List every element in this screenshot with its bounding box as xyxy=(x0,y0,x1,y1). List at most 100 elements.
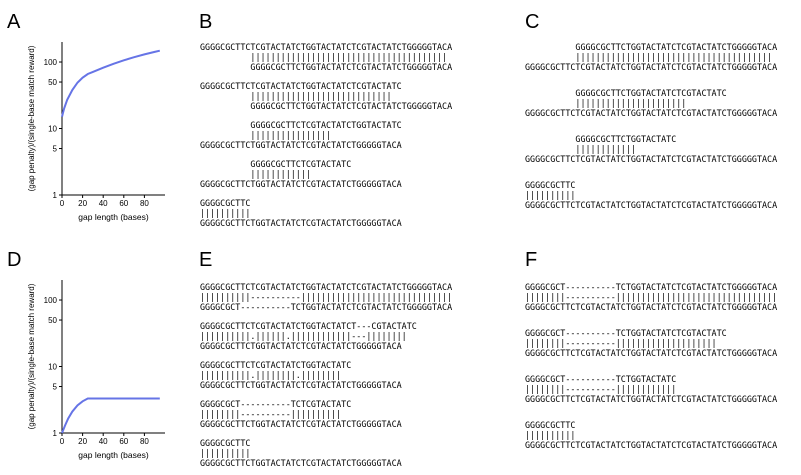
alignment-line: GGGGCGCT----------TCTGGTACTATCTCGTACTATC… xyxy=(200,302,453,312)
alignment-line: GGGGCGCTTCTGGTACTATCTCGTACTATC xyxy=(525,88,727,98)
alignment-line: GGGGCGCTTCTGGTACTATC xyxy=(525,134,677,144)
panel-label-f: F xyxy=(525,249,538,271)
x-tick-label-d: 0 xyxy=(60,437,65,446)
alignment-line: GGGGCGCTTCTGGTACTATCTCGTACTATCTGGGGGTACA xyxy=(200,419,402,429)
alignment-line: GGGGCGCTTCTCGTACTATCTGGTACTATCTCGTACTATC… xyxy=(525,440,778,450)
alignment-line: GGGGCGCTTCTGGTACTATCTCGTACTATCTGGGGGTACA xyxy=(200,101,453,111)
alignment-line: GGGGCGCTTCTGGTACTATCTCGTACTATCTGGGGGTACA xyxy=(200,458,402,468)
y-tick-label-d: 5 xyxy=(53,383,58,392)
alignment-line: GGGGCGCT----------TCTGGTACTATCTCGTACTATC xyxy=(525,328,727,338)
x-tick-label-d: 60 xyxy=(119,437,128,446)
alignment-block: GGGGCGCTTCTCGTACTATC |||||||||||| GGGGCGC… xyxy=(200,159,452,189)
alignment-line: |||||||||| xyxy=(200,448,251,458)
alignment-block: GGGGCGCT----------TCTGGTACTATCTCGTACTATC… xyxy=(525,328,777,358)
alignment-block: GGGGCGCTTCTCGTACTATCTGGTACTATC ||||||||||… xyxy=(200,360,452,390)
alignment-block: GGGGCGCT----------TCTGGTACTATC ||||||||--… xyxy=(525,374,777,404)
alignment-panel-b: GGGGCGCTTCTCGTACTATCTGGTACTATCTCGTACTATC… xyxy=(200,42,452,228)
alignment-line: |||||||||||| xyxy=(525,144,636,154)
alignment-block: GGGGCGCTTC |||||||||| GGGGCGCTTCTCGTACTATC… xyxy=(525,420,777,450)
x-tick-label-d: 20 xyxy=(78,437,87,446)
x-axis-label-a: gap length (bases) xyxy=(78,212,149,222)
alignment-line: ||||||||----------|||||||||| xyxy=(200,409,342,419)
alignment-line: ||||||||||||||||||||||||||||||||||||||| xyxy=(525,52,773,62)
alignment-block: GGGGCGCTTCTCGTACTATCTGGTACTATCTCGTACTATC… xyxy=(200,81,452,111)
alignment-line: GGGGCGCTTC xyxy=(200,198,251,208)
panel-label-d: D xyxy=(7,249,22,271)
alignment-panel-e: GGGGCGCTTCTCGTACTATCTGGTACTATCTCGTACTATC… xyxy=(200,282,452,468)
alignment-line: GGGGCGCT----------TCTGGTACTATCTCGTACTATC… xyxy=(525,282,778,292)
alignment-line: GGGGCGCTTCTCGTACTATCTGGTACTATCTCGTACTATC… xyxy=(525,108,778,118)
alignment-line: |||||||||||||||||||||||||||| xyxy=(200,91,392,101)
alignment-line: ||||||||||----------||||||||||||||||||||… xyxy=(200,292,453,302)
alignment-line: GGGGCGCTTCTGGTACTATCTCGTACTATCTGGGGGTACA xyxy=(200,62,453,72)
alignment-block: GGGGCGCTTCTGGTACTATCTCGTACTATCTGGGGGTACA… xyxy=(525,42,777,72)
alignment-line: GGGGCGCT----------TCTCGTACTATC xyxy=(200,399,352,409)
y-tick-label-a: 10 xyxy=(48,125,57,134)
alignment-line: GGGGCGCTTCTGGTACTATCTCGTACTATCTGGGGGTACA xyxy=(200,140,402,150)
alignment-line: ||||||||||||||||||||||||||||||||||||||| xyxy=(200,52,448,62)
alignment-block: GGGGCGCTTC |||||||||| GGGGCGCTTCTGGTACTATC… xyxy=(200,198,452,228)
panel-label-a: A xyxy=(7,11,21,33)
alignment-line: GGGGCGCT----------TCTGGTACTATC xyxy=(525,374,677,384)
gap-penalty-chart-d: 1 5 10 50 100 0 20 40 60 80 gap length (bases) (gap… xyxy=(0,238,175,473)
alignment-block: GGGGCGCT----------TCTGGTACTATCTCGTACTATC… xyxy=(525,282,777,312)
y-tick-label-d: 1 xyxy=(53,429,58,438)
alignment-line: GGGGCGCTTCTCGTACTATCTGGTACTATCTCGTACTATC… xyxy=(525,348,778,358)
y-axis-label-d: (gap penalty)/(single-base match reward) xyxy=(27,283,36,429)
alignment-block: GGGGCGCTTCTCGTACTATCTGGTACTATCTCGTACTATC… xyxy=(200,282,452,312)
y-tick-label-d: 50 xyxy=(48,316,57,325)
series-line-a xyxy=(61,49,161,118)
alignment-line: GGGGCGCTTCTCGTACTATCTGGTACTATCTCGTACTATC… xyxy=(200,42,453,52)
alignment-block: GGGGCGCTTCTGGTACTATC |||||||||||| GGGGCGC… xyxy=(525,134,777,164)
gap-penalty-chart-a: 1 5 10 50 100 0 20 40 60 80 gap length (bases) (gap… xyxy=(0,0,175,235)
alignment-line: |||||||||| xyxy=(200,208,251,218)
alignment-block: GGGGCGCTTCTCGTACTATCTGGTACTATCT---CGTACT… xyxy=(200,321,452,351)
alignment-line: |||||||||||| xyxy=(200,169,311,179)
y-tick-label-a: 1 xyxy=(53,191,58,200)
alignment-line: GGGGCGCTTCTGGTACTATCTCGTACTATCTGGGGGTACA xyxy=(200,341,402,351)
alignment-line: GGGGCGCTTCTCGTACTATCTGGTACTATCTCGTACTATC… xyxy=(525,394,778,404)
y-axis-label-a: (gap penalty)/(single-base match reward) xyxy=(27,45,36,191)
alignment-line: |||||||||| xyxy=(525,190,576,200)
x-tick-label-a: 0 xyxy=(60,199,65,208)
alignment-block: GGGGCGCT----------TCTCGTACTATC ||||||||--… xyxy=(200,399,452,429)
x-tick-label-d: 40 xyxy=(99,437,108,446)
alignment-line: GGGGCGCTTCTGGTACTATCTCGTACTATCTGGGGGTACA xyxy=(200,179,402,189)
alignment-line: GGGGCGCTTCTCGTACTATCTGGTACTATCTCGTACTATC xyxy=(200,81,402,91)
alignment-panel-c: GGGGCGCTTCTGGTACTATCTCGTACTATCTGGGGGTACA… xyxy=(525,42,777,210)
x-tick-label-d: 80 xyxy=(140,437,149,446)
y-tick-label-d: 100 xyxy=(44,296,58,305)
alignment-line: ||||||||----------|||||||||||| xyxy=(525,384,677,394)
alignment-line: GGGGCGCTTCTCGTACTATCTGGTACTATCTCGTACTATC… xyxy=(525,200,778,210)
alignment-block: GGGGCGCTTC |||||||||| GGGGCGCTTCTGGTACTATC… xyxy=(200,438,452,468)
x-tick-label-a: 80 xyxy=(140,199,149,208)
alignment-block: GGGGCGCTTCTCGTACTATCTGGTACTATC |||||||||… xyxy=(200,120,452,150)
alignment-line: GGGGCGCTTCTCGTACTATCTGGTACTATCTCGTACTATC… xyxy=(525,62,778,72)
alignment-line: GGGGCGCTTC xyxy=(200,438,251,448)
alignment-line: GGGGCGCTTCTCGTACTATCTGGTACTATCTCGTACTATC… xyxy=(525,154,778,164)
alignment-line: GGGGCGCTTC xyxy=(525,420,576,430)
alignment-line: GGGGCGCTTCTCGTACTATC xyxy=(200,159,352,169)
alignment-line: ||||||||----------|||||||||||||||||||| xyxy=(525,338,717,348)
series-line-d xyxy=(61,397,160,434)
panel-label-c: C xyxy=(525,11,540,33)
y-tick-label-a: 5 xyxy=(53,145,58,154)
alignment-line: ||||||||----------||||||||||||||||||||||… xyxy=(525,292,778,302)
alignment-line: |||||||||||||||||||||| xyxy=(525,98,687,108)
alignment-block: GGGGCGCTTCTGGTACTATCTCGTACTATC |||||||||… xyxy=(525,88,777,118)
alignment-line: GGGGCGCTTCTCGTACTATCTGGTACTATCTCGTACTATC… xyxy=(525,302,778,312)
alignment-line: GGGGCGCTTCTCGTACTATCTGGTACTATCTCGTACTATC… xyxy=(200,282,453,292)
alignment-line: ||||||||||.||||||.||||||||||||---|||||||… xyxy=(200,331,407,341)
alignment-line: |||||||||||||||| xyxy=(200,130,332,140)
alignment-line: GGGGCGCTTC xyxy=(525,180,576,190)
alignment-line: GGGGCGCTTCTCGTACTATCTGGTACTATCT---CGTACT… xyxy=(200,321,417,331)
alignment-line: GGGGCGCTTCTGGTACTATCTCGTACTATCTGGGGGTACA xyxy=(525,42,778,52)
alignment-block: GGGGCGCTTC |||||||||| GGGGCGCTTCTCGTACTATC… xyxy=(525,180,777,210)
y-tick-label-a: 50 xyxy=(48,78,57,87)
alignment-line: GGGGCGCTTCTCGTACTATCTGGTACTATC xyxy=(200,360,352,370)
x-tick-label-a: 20 xyxy=(78,199,87,208)
y-tick-label-a: 100 xyxy=(44,58,58,67)
alignment-block: GGGGCGCTTCTCGTACTATCTGGTACTATCTCGTACTATC… xyxy=(200,42,452,72)
alignment-panel-f: GGGGCGCT----------TCTGGTACTATCTCGTACTATC… xyxy=(525,282,777,450)
alignment-line: GGGGCGCTTCTCGTACTATCTGGTACTATC xyxy=(200,120,402,130)
